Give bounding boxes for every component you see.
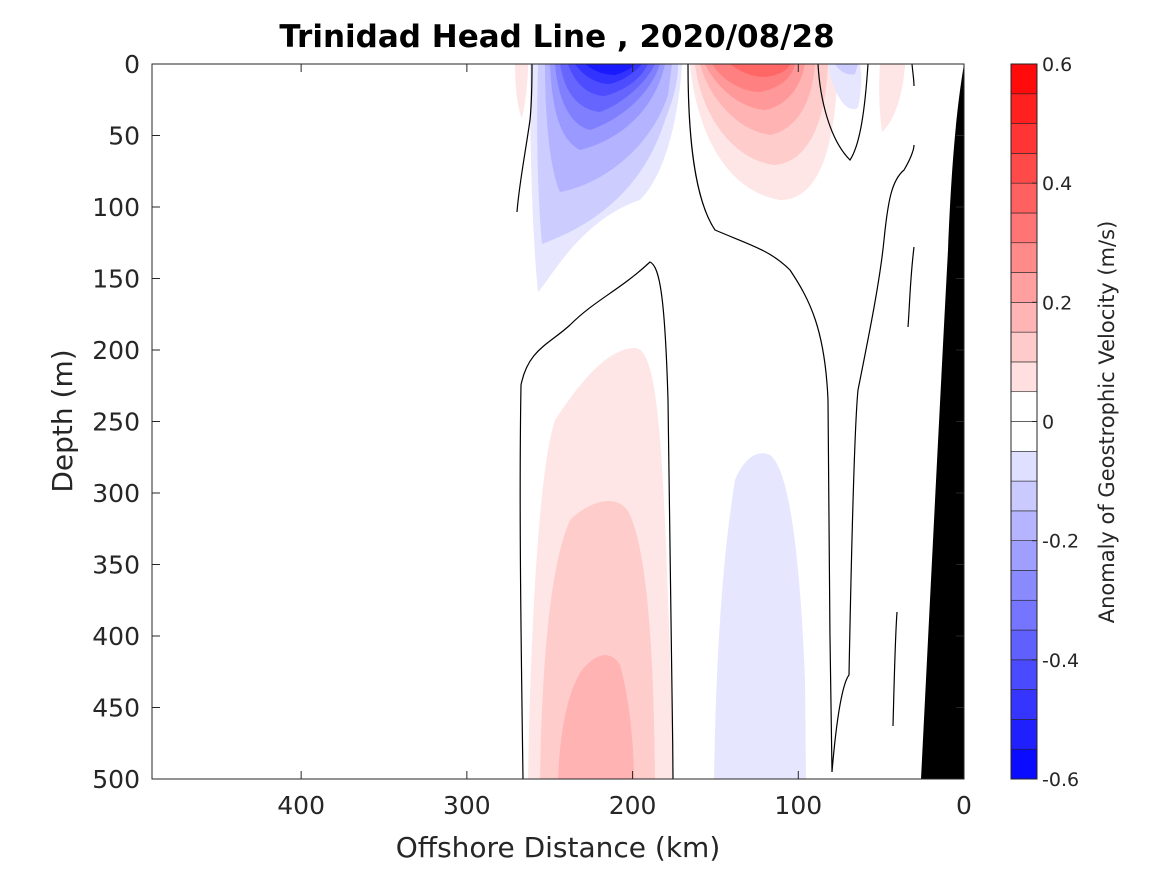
colorbar-segment [1010, 510, 1038, 541]
colorbar-segment [1010, 93, 1038, 124]
zero-contour-line [817, 64, 869, 161]
y-tick-label: 200 [92, 336, 140, 365]
colorbar-segment [1010, 361, 1038, 393]
x-tick-label: 300 [443, 791, 491, 820]
contour-neg-005-b [828, 64, 862, 110]
colorbar-tick-label: -0.6 [1042, 769, 1079, 791]
x-tick-label: 100 [774, 791, 822, 820]
colorbar: 0.6 0.4 0.2 0 -0.2 -0.4 -0.6 [1010, 54, 1079, 791]
zero-contour-line [687, 64, 859, 773]
colorbar-segment [1010, 748, 1038, 780]
colorbar-tick-label: -0.2 [1042, 531, 1079, 553]
x-axis: 400 300 200 100 0 [277, 64, 972, 820]
colorbar-tick-label: 0.2 [1042, 292, 1072, 314]
y-tick-label: 450 [92, 694, 140, 723]
x-tick-label: 0 [956, 791, 972, 820]
colorbar-segment [1010, 63, 1038, 95]
x-axis-label: Offshore Distance (km) [396, 831, 721, 864]
colorbar-segment [1010, 570, 1038, 601]
plot-area [151, 63, 965, 780]
y-tick-label: 100 [92, 193, 140, 222]
colorbar-segment [1010, 719, 1038, 750]
colorbar-segment [1010, 421, 1038, 452]
y-tick-label: 250 [92, 408, 140, 437]
contour-neg-010-b [835, 64, 858, 75]
colorbar-segment [1010, 689, 1038, 720]
colorbar-segment [1010, 182, 1038, 214]
chart-title: Trinidad Head Line , 2020/08/28 [279, 19, 834, 55]
y-tick-label: 500 [92, 765, 140, 794]
y-tick-label: 150 [92, 265, 140, 294]
x-tick-label: 400 [277, 791, 325, 820]
colorbar-segment [1010, 629, 1038, 661]
zero-contour-line [907, 246, 915, 328]
zero-contour-line [857, 144, 915, 391]
colorbar-segment [1010, 331, 1038, 363]
zero-contour-line [911, 64, 915, 87]
colorbar-segment [1010, 450, 1038, 482]
colorbar-tick-label: -0.4 [1042, 650, 1079, 672]
colorbar-tick-label: 0.4 [1042, 173, 1072, 195]
colorbar-segment [1010, 153, 1038, 184]
zero-contour-line [516, 64, 533, 213]
colorbar-segment [1010, 659, 1038, 690]
contour-pos-005-c [515, 64, 528, 118]
colorbar-segment [1010, 272, 1038, 303]
colorbar-tick-label: 0.6 [1042, 54, 1072, 76]
contour-pos-030 [730, 64, 790, 77]
colorbar-segment [1010, 540, 1038, 571]
zero-contour-line [892, 611, 898, 727]
colorbar-segment [1010, 391, 1038, 422]
y-tick-label: 50 [108, 122, 140, 151]
contour-neg-005-deep [714, 453, 806, 779]
contour-pos-005-b [879, 64, 905, 132]
contour-pos-015-deep [558, 655, 634, 779]
colorbar-segment [1010, 302, 1038, 333]
y-tick-label: 350 [92, 551, 140, 580]
y-axis-label: Depth (m) [46, 349, 79, 492]
velocity-contours [515, 64, 964, 779]
colorbar-segment [1010, 480, 1038, 512]
colorbar-segment [1010, 123, 1038, 154]
colorbar-tick-label: 0 [1042, 412, 1054, 434]
colorbar-segment [1010, 212, 1038, 244]
colorbar-segment [1010, 599, 1038, 631]
colorbar-label: Anomaly of Geostrophic Velocity (m/s) [1095, 221, 1119, 624]
y-tick-label: 400 [92, 622, 140, 651]
seafloor-bathymetry [921, 64, 964, 779]
x-tick-label: 200 [609, 791, 657, 820]
y-tick-label: 300 [92, 479, 140, 508]
colorbar-segment [1010, 242, 1038, 273]
y-axis: 0 50 100 150 200 250 300 350 400 450 500 [92, 50, 964, 794]
y-tick-label: 0 [124, 50, 140, 79]
zero-contour-line [519, 261, 674, 779]
contour-neg-045 [585, 64, 635, 75]
